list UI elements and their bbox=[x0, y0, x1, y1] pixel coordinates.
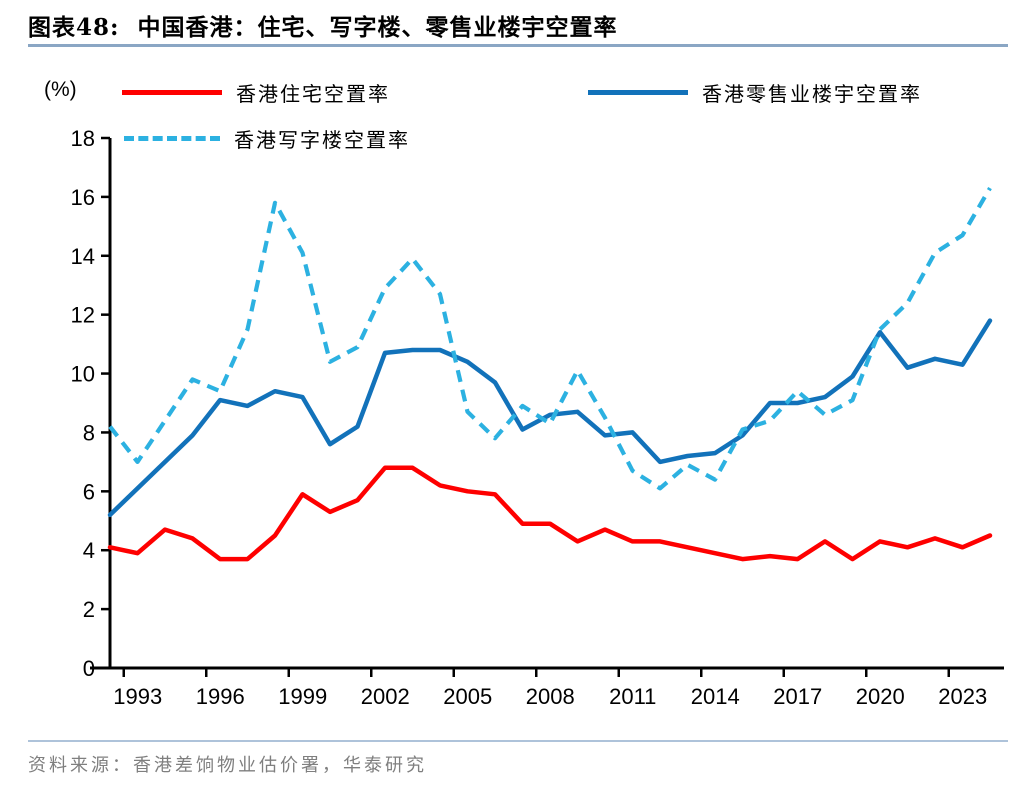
series-line-2 bbox=[108, 187, 992, 491]
y-tick-label: 10 bbox=[71, 362, 95, 387]
x-tick-label: 2023 bbox=[938, 684, 987, 709]
series-line-1 bbox=[107, 318, 993, 518]
y-tick-label: 8 bbox=[83, 420, 95, 445]
x-tick-label: 1999 bbox=[278, 684, 327, 709]
title-divider bbox=[28, 44, 1008, 47]
series-line-0 bbox=[107, 465, 993, 562]
vacancy-line-chart: 0 2 4 6 8 10 12 14 16 18 1993 1996 1999 2002 2005 2008 2… bbox=[71, 126, 1004, 709]
office-line-swatch bbox=[124, 136, 220, 141]
y-tick-label: 2 bbox=[83, 597, 95, 622]
figure-label: 图表48: bbox=[28, 14, 120, 41]
y-tick-label: 6 bbox=[83, 479, 95, 504]
x-tick-label: 2014 bbox=[691, 684, 740, 709]
x-tick-label: 1996 bbox=[196, 684, 245, 709]
legend-label-residential: 香港住宅空置率 bbox=[236, 82, 390, 106]
page-title: 中国香港：住宅、写字楼、零售业楼宇空置率 bbox=[137, 14, 618, 41]
y-tick-label: 0 bbox=[83, 656, 95, 681]
x-tick-label: 1993 bbox=[113, 684, 162, 709]
residential-line-swatch bbox=[122, 90, 222, 95]
y-tick-label: 12 bbox=[71, 303, 95, 328]
x-tick-label: 2002 bbox=[361, 684, 410, 709]
x-tick-label: 2020 bbox=[856, 684, 905, 709]
retail-line-swatch bbox=[588, 90, 688, 95]
y-tick-label: 14 bbox=[71, 244, 95, 269]
x-tick-label: 2005 bbox=[443, 684, 492, 709]
legend-item-retail: 香港零售业楼宇空置率 bbox=[588, 78, 922, 107]
legend-label-office: 香港写字楼空置率 bbox=[234, 128, 410, 152]
legend-label-retail: 香港零售业楼宇空置率 bbox=[702, 82, 922, 106]
x-tick-label: 2011 bbox=[609, 684, 656, 709]
y-tick-label: 18 bbox=[71, 126, 95, 151]
x-tick-label: 2017 bbox=[773, 684, 822, 709]
chart-title: 图表48: 中国香港：住宅、写字楼、零售业楼宇空置率 bbox=[28, 8, 1008, 42]
y-tick-label: 4 bbox=[83, 538, 95, 563]
source-note: 资料来源：香港差饷物业估价署，华泰研究 bbox=[28, 740, 1008, 777]
legend-item-residential: 香港住宅空置率 bbox=[122, 78, 390, 107]
legend-item-office: 香港写字楼空置率 bbox=[124, 124, 410, 153]
y-axis-unit-label: (%) bbox=[44, 78, 77, 101]
x-tick-label: 2008 bbox=[526, 684, 575, 709]
y-tick-label: 16 bbox=[71, 185, 95, 210]
